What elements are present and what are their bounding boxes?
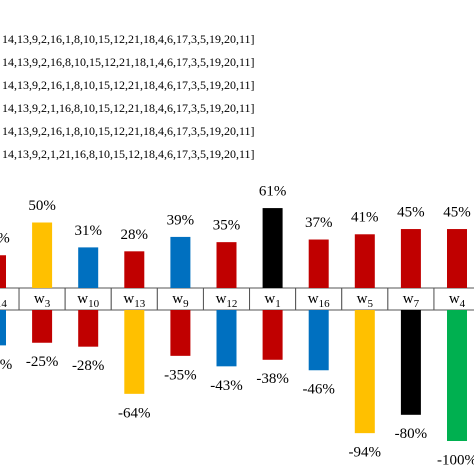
- bar: [78, 310, 99, 347]
- sequence-line: 14,13,9,2,16,1,8,10,15,12,21,18,4,6,17,3…: [2, 124, 255, 138]
- bar: [447, 229, 467, 288]
- bar: [354, 310, 375, 434]
- value-label: 28%: [121, 227, 149, 243]
- bar: [262, 310, 283, 360]
- category-label: w4: [449, 291, 466, 309]
- category-label: w16: [308, 291, 330, 309]
- value-label: 37%: [305, 215, 333, 231]
- bar: [216, 242, 237, 288]
- value-label: -43%: [210, 378, 243, 394]
- bar: [308, 310, 329, 371]
- value-label: 41%: [351, 210, 379, 226]
- bar: [308, 239, 329, 288]
- value-label: -35%: [164, 367, 197, 383]
- value-label: 25%: [0, 231, 10, 247]
- bar: [0, 255, 6, 288]
- value-label: -94%: [349, 445, 382, 461]
- sequence-line: 14,13,9,2,1,16,8,10,15,12,21,18,4,6,17,3…: [2, 101, 255, 115]
- bar: [124, 251, 145, 288]
- bar: [32, 222, 53, 288]
- value-label: -27%: [0, 357, 12, 373]
- category-label: w14: [0, 291, 7, 309]
- bar: [78, 247, 99, 288]
- value-label: -100%: [437, 452, 474, 468]
- bar: [170, 236, 191, 288]
- value-label: 35%: [213, 218, 241, 234]
- category-label: w10: [77, 291, 99, 309]
- category-label: w1: [264, 291, 280, 309]
- value-label: -64%: [118, 405, 151, 421]
- sequence-line: 14,13,9,2,1,21,16,8,10,15,12,18,4,6,17,3…: [2, 147, 255, 161]
- value-label: -25%: [26, 354, 59, 370]
- bar: [124, 310, 145, 394]
- value-label: -38%: [256, 371, 289, 387]
- value-label: 39%: [167, 212, 195, 228]
- value-label: -46%: [302, 382, 335, 398]
- value-label: 45%: [397, 204, 425, 220]
- bar: [216, 310, 237, 367]
- value-label: 50%: [28, 198, 56, 214]
- category-label: w3: [34, 291, 51, 309]
- sequence-line: 14,13,9,2,16,1,8,10,15,12,21,18,4,6,17,3…: [2, 32, 255, 46]
- bar: [32, 310, 53, 343]
- bar: [400, 310, 421, 415]
- bar: [170, 310, 191, 356]
- value-label: 31%: [74, 223, 102, 239]
- category-label: w7: [403, 291, 420, 309]
- category-label: w9: [172, 291, 189, 309]
- sequence-line: 14,13,9,2,16,1,8,10,15,12,21,18,4,6,17,3…: [2, 78, 255, 92]
- sequence-line: 14,13,9,2,16,8,10,15,12,21,18,1,4,6,17,3…: [2, 55, 255, 69]
- category-label: w5: [357, 291, 374, 309]
- bar: [447, 310, 467, 441]
- category-label: w13: [123, 291, 145, 309]
- bar: [262, 208, 283, 288]
- bar: [354, 234, 375, 288]
- value-label: -28%: [72, 358, 105, 374]
- category-label: w12: [216, 291, 238, 309]
- bar: [0, 310, 6, 346]
- value-label: -80%: [395, 426, 428, 442]
- bar: [400, 229, 421, 288]
- value-label: 61%: [259, 184, 287, 200]
- value-label: 45%: [443, 204, 471, 220]
